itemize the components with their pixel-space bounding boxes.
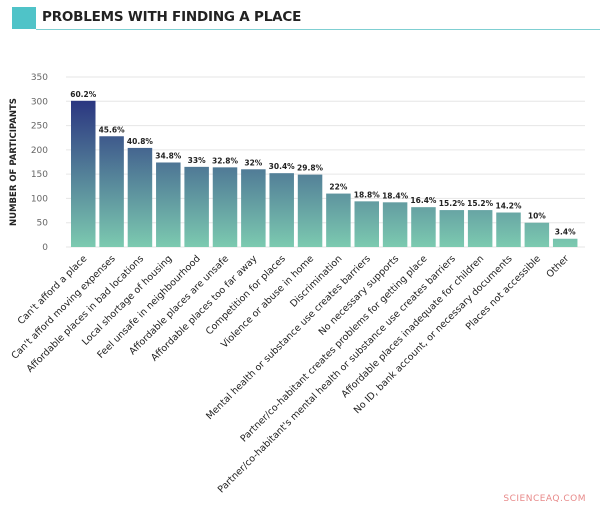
data-label: 18.8% <box>354 190 381 199</box>
bar <box>184 166 209 247</box>
data-label: 10% <box>528 212 546 221</box>
data-label: 60.2% <box>70 90 97 99</box>
bar <box>524 222 550 247</box>
y-axis-label: NUMBER OF PARTICIPANTS <box>9 98 19 226</box>
data-label: 29.8% <box>297 164 324 173</box>
data-label: 40.8% <box>127 137 154 146</box>
header-divider <box>36 29 600 30</box>
bar <box>71 100 96 247</box>
bar <box>411 207 436 247</box>
y-tick-label: 100 <box>31 194 48 204</box>
bar <box>127 147 153 247</box>
data-label: 15.2% <box>467 199 494 208</box>
x-tick-label: Affordable places in bad locations <box>25 253 146 374</box>
data-label: 16.4% <box>410 196 437 205</box>
data-label: 18.4% <box>382 191 409 200</box>
bar <box>354 201 379 247</box>
y-tick-label: 0 <box>42 243 48 253</box>
bar <box>467 210 493 247</box>
bar <box>99 136 124 247</box>
data-label: 22% <box>329 183 347 192</box>
x-tick-label: Partner/co-habitant creates problems for… <box>238 253 429 444</box>
data-label: 30.4% <box>269 162 296 171</box>
data-label: 3.4% <box>555 228 576 237</box>
bar <box>382 202 408 247</box>
bar <box>156 162 181 247</box>
x-tick-label: Other <box>544 253 571 280</box>
data-label: 45.6% <box>99 125 126 134</box>
watermark: SCIENCEAQ.COM <box>503 494 586 504</box>
bar <box>326 193 351 247</box>
x-tick-label: Feel unsafe in neighbourhood <box>95 253 202 360</box>
y-tick-label: 50 <box>37 219 49 229</box>
y-tick-label: 200 <box>31 146 48 156</box>
y-tick-label: 350 <box>31 73 48 83</box>
data-label: 32.8% <box>212 156 239 165</box>
chart-title: PROBLEMS WITH FINDING A PLACE <box>42 9 302 25</box>
y-tick-label: 250 <box>31 122 48 132</box>
bar <box>496 212 521 247</box>
data-label: 32% <box>244 158 262 167</box>
bar <box>297 174 323 247</box>
bar <box>269 173 294 247</box>
bar <box>212 167 238 247</box>
header-accent-square <box>12 7 36 29</box>
data-label: 34.8% <box>155 151 182 160</box>
data-label: 15.2% <box>439 199 466 208</box>
y-tick-label: 150 <box>31 170 48 180</box>
x-tick-label: Can't afford moving expenses <box>9 253 117 361</box>
bar <box>241 169 266 247</box>
data-label: 33% <box>188 156 206 165</box>
data-label: 14.2% <box>495 202 522 211</box>
bar <box>439 210 465 247</box>
bar <box>552 238 578 247</box>
y-tick-label: 300 <box>31 97 48 107</box>
